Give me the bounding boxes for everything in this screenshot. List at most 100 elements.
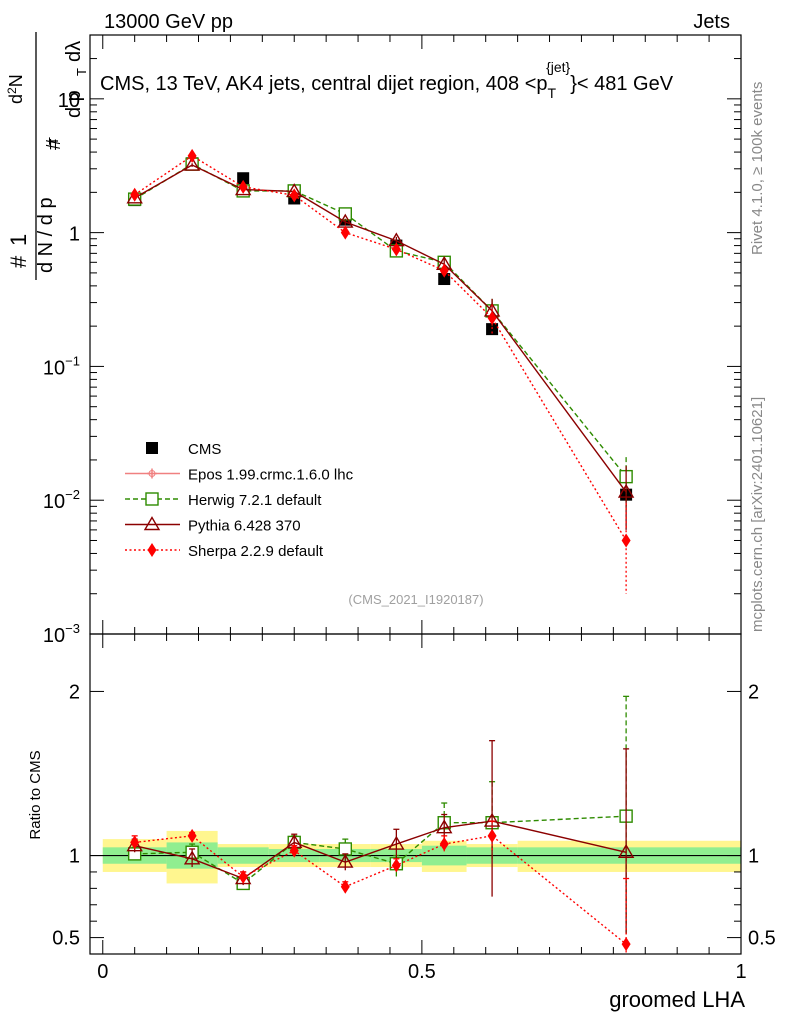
- series-sherpa: [130, 148, 631, 594]
- main-y-tick-label-1: 10−2: [43, 487, 80, 513]
- ratio-series-herwig: [127, 695, 633, 935]
- ratio-pythia-point-1: [183, 850, 201, 865]
- legend: CMS Epos 1.99.crmc.1.6.0 lhc Herwig 7.2.1 …: [125, 441, 354, 560]
- x-tick-label-2: 1: [735, 961, 746, 983]
- rivet-version-label: Rivet 4.1.0, ≥ 100k events: [749, 82, 766, 255]
- header-right: Jets: [693, 11, 730, 33]
- sherpa-point-0: [130, 187, 140, 202]
- legend-item-epos: Epos 1.99.crmc.1.6.0 lhc: [125, 467, 354, 484]
- ratio-panel-frame: [89, 633, 742, 955]
- herwig-line: [134, 163, 627, 478]
- ylabel-d2n: d2N: [5, 74, 26, 104]
- ratio-herwig-point-4: [338, 842, 352, 856]
- ratio-y-tick-label-right-2: 2: [748, 681, 759, 703]
- sherpa-point-8: [621, 533, 631, 548]
- plot-title-post: }< 481 GeV: [570, 73, 674, 95]
- main-y-tick-label-4: 10: [58, 90, 80, 112]
- ratio-series-pythia: [126, 740, 635, 935]
- legend-label-cms: CMS: [188, 441, 221, 458]
- plot-title: CMS, 13 TeV, AK4 jets, central dijet reg…: [100, 59, 674, 101]
- main-y-tick-label-0: 10−3: [43, 621, 80, 647]
- main-panel: 10−3 10−2 10−1 1 10 CMS, 13 TeV, AK4 jets, c…: [43, 34, 742, 647]
- legend-marker-cms: [146, 442, 158, 454]
- sherpa-point-5: [391, 242, 401, 257]
- main-y-tick-label-2: 10−1: [43, 353, 80, 379]
- ylabel-dpt: d p: [63, 90, 85, 118]
- ratio-pythia-point-6: [436, 819, 453, 834]
- legend-label-pythia: Pythia 6.428 370: [188, 518, 301, 535]
- main-panel-ticks: [90, 34, 742, 635]
- ylabel-one: 1: [6, 234, 31, 246]
- ratio-sherpa-point-5: [391, 858, 401, 873]
- main-y-tick-labels: 10−3 10−2 10−1 1 10: [43, 90, 80, 647]
- sherpa-point-3: [289, 188, 299, 203]
- pythia-point-0: [126, 189, 143, 204]
- ylabel-sub-t-1: T: [46, 137, 61, 145]
- sherpa-point-1: [187, 148, 197, 163]
- header-left: 13000 GeV pp: [104, 11, 233, 33]
- plot-title-sub: T: [548, 85, 557, 101]
- x-tick-label-0: 0: [97, 961, 108, 983]
- legend-item-sherpa: Sherpa 2.2.9 default: [125, 543, 324, 560]
- ratio-y-tick-labels: 0.5 0.5 1 1 2 2: [52, 681, 776, 949]
- ratio-sherpa-point-4: [340, 879, 350, 894]
- legend-marker-epos: [147, 468, 157, 479]
- legend-label-sherpa: Sherpa 2.2.9 default: [188, 543, 324, 560]
- ratio-sherpa-point-8: [621, 937, 631, 952]
- ratio-sherpa-point-0: [130, 835, 140, 850]
- cms-point-2: [237, 172, 250, 185]
- ylabel-hash-2: #: [43, 138, 65, 150]
- cms-point-6: [438, 273, 451, 286]
- ratio-pythia-point-4: [337, 853, 354, 868]
- legend-marker-epos-c: [148, 470, 156, 477]
- main-y-axis-label: # 1 d N / d p T d2N # d p T dλ: [5, 32, 89, 280]
- ratio-y-tick-label-right-1: 1: [748, 846, 759, 868]
- legend-item-pythia: Pythia 6.428 370: [125, 516, 301, 535]
- ratio-pythia-point-0: [126, 837, 143, 852]
- ylabel-hash-1: #: [6, 255, 31, 268]
- ratio-y-axis-label: Ratio to CMS: [27, 750, 44, 839]
- main-y-tick-label-3: 1: [69, 224, 80, 246]
- ratio-sherpa-point-7: [487, 828, 497, 843]
- legend-label-herwig: Herwig 7.2.1 default: [188, 492, 322, 509]
- x-axis-label: groomed LHA: [609, 987, 745, 1012]
- plot-title-sup: {jet}: [546, 59, 570, 75]
- ratio-y-tick-label-left-2: 2: [69, 681, 80, 703]
- ratio-panel: 0.5 0.51 12 2 0 0.5 1 Ratio to CMS groomed LH…: [27, 633, 776, 1012]
- pythia-point-2: [234, 181, 252, 196]
- analysis-watermark: (CMS_2021_I1920187): [348, 592, 483, 607]
- plot-title-main: CMS, 13 TeV, AK4 jets, central dijet reg…: [100, 73, 548, 95]
- sherpa-point-4: [340, 225, 350, 240]
- ratio-y-tick-label-left-1: 1: [69, 846, 80, 868]
- ratio-series: [126, 695, 635, 954]
- ratio-sherpa-point-3: [289, 843, 299, 858]
- ratio-y-tick-label-right-0: 0.5: [748, 928, 776, 950]
- legend-item-cms: CMS: [146, 441, 221, 458]
- legend-label-epos: Epos 1.99.crmc.1.6.0 lhc: [188, 467, 354, 484]
- pythia-point-8: [617, 483, 635, 498]
- ratio-sherpa-point-2: [238, 869, 248, 884]
- ylabel-dn-dpt: d N / d p: [35, 197, 57, 273]
- ylabel-sub-t-2: T: [74, 68, 89, 76]
- ratio-sherpa-point-1: [187, 828, 197, 843]
- x-tick-label-1: 0.5: [408, 961, 436, 983]
- ratio-pythia-point-5: [388, 835, 405, 850]
- legend-marker-herwig: [145, 492, 159, 506]
- ratio-sherpa-point-6: [439, 837, 449, 852]
- legend-item-herwig: Herwig 7.2.1 default: [125, 492, 322, 509]
- pythia-point-1: [183, 156, 201, 171]
- sherpa-point-6: [439, 263, 449, 278]
- ratio-y-tick-label-left-0: 0.5: [52, 928, 80, 950]
- sherpa-point-2: [238, 179, 248, 194]
- ratio-pythia-point-8: [617, 843, 635, 858]
- cms-point-7: [486, 323, 499, 336]
- ratio-series-sherpa: [130, 820, 631, 954]
- x-tick-labels: 0 0.5 1: [97, 961, 746, 983]
- sherpa-point-7: [487, 311, 497, 326]
- main-series: [126, 148, 635, 594]
- mcplots-label: mcplots.cern.ch [arXiv:2401.10621]: [749, 397, 766, 632]
- ratio-panel-ticks: [90, 634, 742, 954]
- legend-marker-sherpa: [147, 543, 157, 557]
- ylabel-dlambda: dλ: [63, 41, 85, 62]
